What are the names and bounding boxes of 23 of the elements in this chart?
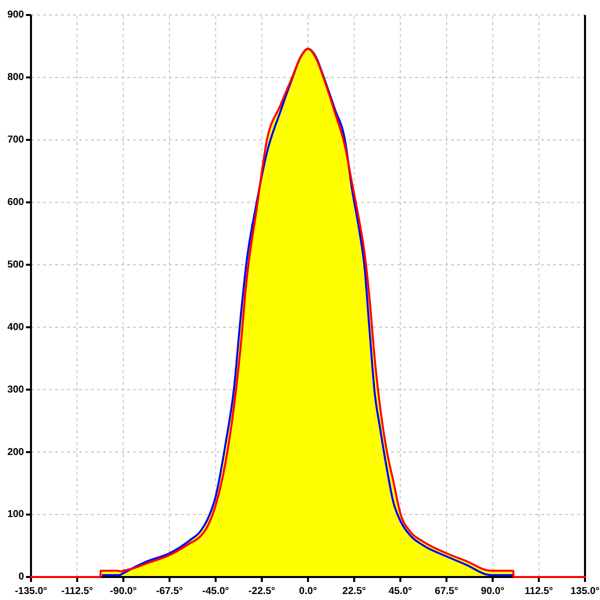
y-tick-label: 800 xyxy=(7,72,24,84)
y-tick-label: 0 xyxy=(18,572,24,583)
y-tick-label: 300 xyxy=(7,384,24,396)
x-tick-label: 135.0° xyxy=(570,586,600,597)
x-tick-label: -90.0° xyxy=(110,586,137,597)
y-tick-label: 900 xyxy=(7,10,24,21)
x-tick-label: 22.5° xyxy=(342,586,366,597)
x-tick-label: 90.0° xyxy=(480,586,504,597)
x-tick-label: 45.0° xyxy=(388,586,412,597)
x-tick-label: -112.5° xyxy=(61,586,94,597)
x-tick-label: -45.0° xyxy=(202,586,230,597)
x-tick-label: 0.0° xyxy=(299,586,317,597)
x-tick-label: -22.5° xyxy=(248,586,276,597)
y-tick-label: 500 xyxy=(7,259,24,270)
y-tick-label: 100 xyxy=(7,509,24,520)
y-tick-label: 700 xyxy=(7,134,24,146)
x-tick-label: -67.5° xyxy=(156,586,183,597)
x-tick-label: 67.5° xyxy=(434,586,458,597)
y-tick-label: 200 xyxy=(7,446,24,458)
x-tick-label: 112.5° xyxy=(524,586,554,597)
y-tick-label: 400 xyxy=(7,322,24,333)
y-tick-label: 600 xyxy=(7,196,24,208)
x-tick-label: -135.0° xyxy=(14,586,48,597)
